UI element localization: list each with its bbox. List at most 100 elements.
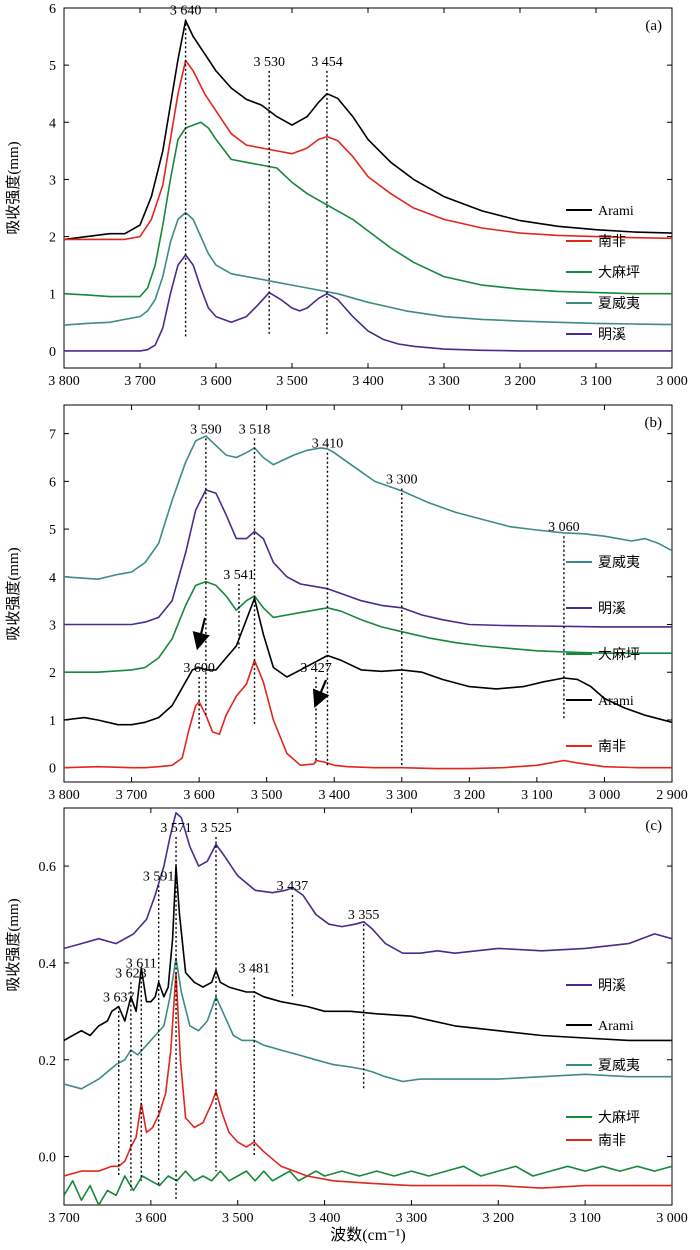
legend-label-damaping: 大麻坪 <box>598 647 640 663</box>
y-tick-label: 0 <box>49 345 56 360</box>
series-line-mingxi <box>64 489 672 628</box>
y-axis-label: 吸收强度(mm) <box>5 547 22 640</box>
series-line-damaping <box>64 580 672 673</box>
series-line-damaping <box>64 1165 672 1205</box>
panel-c: 3 700 3 600 3 500 3 400 3 300 3 200 3 100 3 000… <box>39 807 688 1226</box>
series-line-xiaweiyi <box>64 211 672 326</box>
x-tick-label: 3 400 <box>318 788 350 803</box>
x-tick-label: 3 200 <box>504 374 536 389</box>
y-tick-label: 4 <box>49 571 56 586</box>
y-tick-label: 0.4 <box>39 957 57 972</box>
peak-label: 3 623 <box>115 966 147 981</box>
series-line-arami <box>64 597 672 726</box>
peak-label: 3 454 <box>311 55 343 70</box>
panel-a: 3 800 3 700 3 600 3 500 3 400 3 300 3 200 3 100… <box>5 2 688 389</box>
x-tick-label: 3 300 <box>428 374 460 389</box>
x-tick-label: 3 700 <box>48 1211 80 1226</box>
x-tick-label: 3 600 <box>135 1211 167 1226</box>
peak-label: 3 590 <box>190 422 222 437</box>
x-tick-label: 3 500 <box>276 374 308 389</box>
y-tick-label: 0.2 <box>39 1054 57 1069</box>
legend-label-damaping: 大麻坪 <box>598 1110 640 1126</box>
series-line-nanfei <box>64 971 672 1189</box>
x-tick-label: 3 400 <box>352 374 384 389</box>
panel-label: (a) <box>645 18 662 34</box>
peak-label: 3 518 <box>239 422 271 437</box>
y-tick-label: 5 <box>49 523 56 538</box>
x-tick-label: 3 600 <box>200 374 232 389</box>
panel-b: 3 800 3 700 3 600 3 500 3 400 3 300 3 200 3 100… <box>5 404 688 803</box>
x-tick-label: 3 300 <box>386 788 418 803</box>
panel-label: (b) <box>645 415 663 431</box>
legend-label-mingxi: 明溪 <box>598 978 626 994</box>
annotation-arrow <box>192 617 210 651</box>
series-line-arami <box>64 865 672 1042</box>
plot-frame <box>63 7 673 369</box>
peak-label: 3 300 <box>386 473 418 488</box>
x-tick-label: 3 000 <box>589 788 621 803</box>
y-tick-label: 5 <box>49 59 56 74</box>
legend-label-arami: Arami <box>598 1019 634 1034</box>
y-tick-label: 4 <box>49 116 56 131</box>
x-tick-label: 2 900 <box>656 788 688 803</box>
y-tick-label: 2 <box>49 666 56 681</box>
legend-label-nanfei: 南非 <box>598 739 626 755</box>
peak-label: 3 640 <box>170 3 202 18</box>
x-axis-label: 波数(cm⁻¹) <box>330 1226 405 1244</box>
x-tick-label: 3 500 <box>251 788 283 803</box>
y-tick-label: 0.6 <box>39 860 57 875</box>
x-tick-label: 3 100 <box>580 374 612 389</box>
legend-label-xiaweiyi: 夏威夷 <box>598 555 640 571</box>
x-tick-label: 3 800 <box>48 788 80 803</box>
x-tick-label: 3 700 <box>124 374 156 389</box>
legend-label-arami: Arami <box>598 204 634 219</box>
y-tick-label: 7 <box>49 428 56 443</box>
series-line-nanfei <box>64 659 672 770</box>
peak-label: 3 637 <box>103 991 135 1006</box>
x-tick-label: 3 100 <box>521 788 553 803</box>
peak-label: 3 437 <box>277 879 309 894</box>
x-tick-label: 3 600 <box>183 788 215 803</box>
y-tick-label: 1 <box>49 288 56 303</box>
peak-label: 3 481 <box>238 961 270 976</box>
series-line-xiaweiyi <box>64 435 672 580</box>
series-line-mingxi <box>64 254 672 352</box>
y-tick-label: 6 <box>49 2 56 17</box>
peak-label: 3 541 <box>223 568 255 583</box>
peak-label: 3 427 <box>300 661 332 676</box>
legend-label-damaping: 大麻坪 <box>598 265 640 281</box>
x-tick-label: 3 200 <box>454 788 486 803</box>
legend-label-xiaweiyi: 夏威夷 <box>598 296 640 312</box>
legend-label-nanfei: 南非 <box>598 234 626 250</box>
x-tick-label: 3 000 <box>656 1211 688 1226</box>
series-line-xiaweiyi <box>64 957 672 1090</box>
peak-label: 3 530 <box>253 55 285 70</box>
peak-label: 3 591 <box>143 869 175 884</box>
x-tick-label: 3 000 <box>656 374 688 389</box>
x-tick-label: 3 300 <box>396 1211 428 1226</box>
x-tick-label: 3 700 <box>116 788 148 803</box>
panel-label: (c) <box>645 818 662 834</box>
peak-label: 3 571 <box>160 821 192 836</box>
series-line-mingxi <box>64 812 672 954</box>
peak-label: 3 600 <box>183 661 215 676</box>
x-tick-label: 3 800 <box>48 374 80 389</box>
series-line-damaping <box>64 121 672 298</box>
shared-y-axis-label: 吸收强度(mm) <box>5 898 22 991</box>
plot-frame <box>63 404 673 783</box>
legend-label-nanfei: 南非 <box>598 1133 626 1149</box>
x-tick-label: 3 500 <box>222 1211 254 1226</box>
x-tick-label: 3 100 <box>569 1211 601 1226</box>
y-tick-label: 0 <box>49 762 56 777</box>
legend-label-mingxi: 明溪 <box>598 327 626 343</box>
series-line-arami <box>64 19 672 241</box>
series-line-nanfei <box>64 59 672 241</box>
y-tick-label: 2 <box>49 231 56 246</box>
legend-label-xiaweiyi: 夏威夷 <box>598 1058 640 1074</box>
x-tick-label: 3 200 <box>483 1211 515 1226</box>
x-tick-label: 3 400 <box>309 1211 341 1226</box>
plot-frame <box>63 807 673 1206</box>
peak-label: 3 410 <box>312 437 344 452</box>
legend-label-mingxi: 明溪 <box>598 601 626 617</box>
